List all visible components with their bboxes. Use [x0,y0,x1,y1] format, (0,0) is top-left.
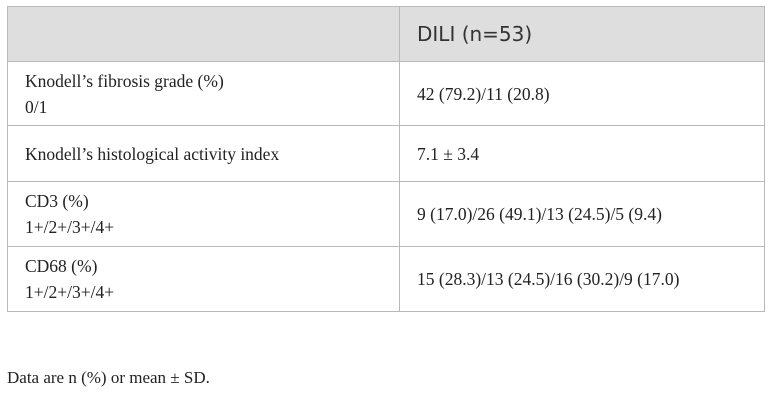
row-label: Knodell’s histological activity index [7,125,400,182]
row-label-line: CD3 (%) [25,191,89,211]
row-value: 42 (79.2)/11 (20.8) [399,61,765,126]
row-label-line: 1+/2+/3+/4+ [25,217,115,237]
table-row-cd68: CD68 (%) 1+/2+/3+/4+ 15 (28.3)/13 (24.5)… [7,246,765,312]
row-label: Knodell’s fibrosis grade (%) 0/1 [7,61,400,126]
row-label: CD68 (%) 1+/2+/3+/4+ [7,246,400,312]
results-table: DILI (n=53) Knodell’s fibrosis grade (%)… [7,6,765,312]
table-header-row: DILI (n=53) [7,6,765,62]
header-cell-empty [7,6,400,62]
table-row-fibrosis-grade: Knodell’s fibrosis grade (%) 0/1 42 (79.… [7,61,765,126]
row-label-line: Knodell’s histological activity index [25,143,280,164]
row-label-line: 0/1 [25,96,48,117]
row-label-line: Knodell’s fibrosis grade (%) [25,70,224,91]
row-value: 9 (17.0)/26 (49.1)/13 (24.5)/5 (9.4) [399,181,765,247]
row-label-line: 1+/2+/3+/4+ [25,282,115,302]
row-label-line: CD68 (%) [25,256,98,276]
table-row-cd3: CD3 (%) 1+/2+/3+/4+ 9 (17.0)/26 (49.1)/1… [7,181,765,247]
row-value: 7.1 ± 3.4 [399,125,765,182]
table-footnote: Data are n (%) or mean ± SD. [7,368,210,387]
header-cell-dili: DILI (n=53) [399,6,765,62]
row-label: CD3 (%) 1+/2+/3+/4+ [7,181,400,247]
table-row-histological-activity: Knodell’s histological activity index 7.… [7,125,765,182]
row-value: 15 (28.3)/13 (24.5)/16 (30.2)/9 (17.0) [399,246,765,312]
